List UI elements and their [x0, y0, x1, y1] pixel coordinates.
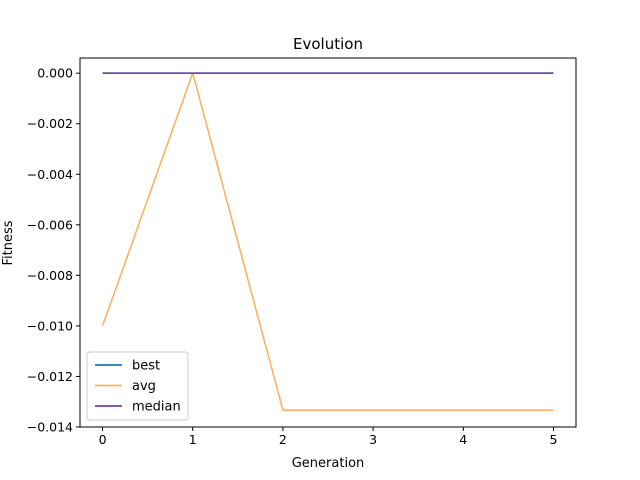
y-tick-label: −0.008: [27, 268, 73, 283]
y-tick-label: 0.000: [37, 66, 73, 81]
y-tick-label: −0.014: [27, 420, 73, 435]
x-tick-label: 4: [459, 432, 467, 447]
y-axis-label: Fitness: [1, 220, 16, 265]
x-tick-label: 1: [189, 432, 197, 447]
series-layer: [101, 72, 554, 411]
y-tick-label: −0.010: [27, 318, 73, 333]
plot-frame: [79, 57, 577, 428]
plot-area: [79, 57, 577, 428]
x-tick-label: 5: [549, 432, 557, 447]
y-tick-label: −0.012: [27, 369, 73, 384]
legend-label-avg: avg: [132, 379, 156, 394]
legend: best avg median: [86, 351, 189, 421]
x-axis-ticks: 0 1 2 3 4 5: [99, 427, 557, 447]
legend-label-median: median: [132, 400, 181, 415]
x-tick-label: 2: [279, 432, 287, 447]
legend-box: [86, 351, 189, 421]
y-axis-ticks: 0.000 −0.002 −0.004 −0.006 −0.008 −0.010 −0.01…: [27, 66, 80, 435]
chart-title: Evolution: [293, 35, 363, 53]
x-tick-label: 3: [369, 432, 377, 447]
legend-label-best: best: [132, 359, 160, 374]
legend-items: best avg median: [95, 359, 181, 415]
y-tick-label: −0.002: [27, 116, 73, 131]
x-tick-label: 0: [99, 432, 107, 447]
x-axis-label: Generation: [292, 456, 365, 471]
y-tick-label: −0.006: [27, 217, 73, 232]
y-tick-label: −0.004: [27, 167, 73, 182]
series-line-avg: [101, 72, 554, 411]
